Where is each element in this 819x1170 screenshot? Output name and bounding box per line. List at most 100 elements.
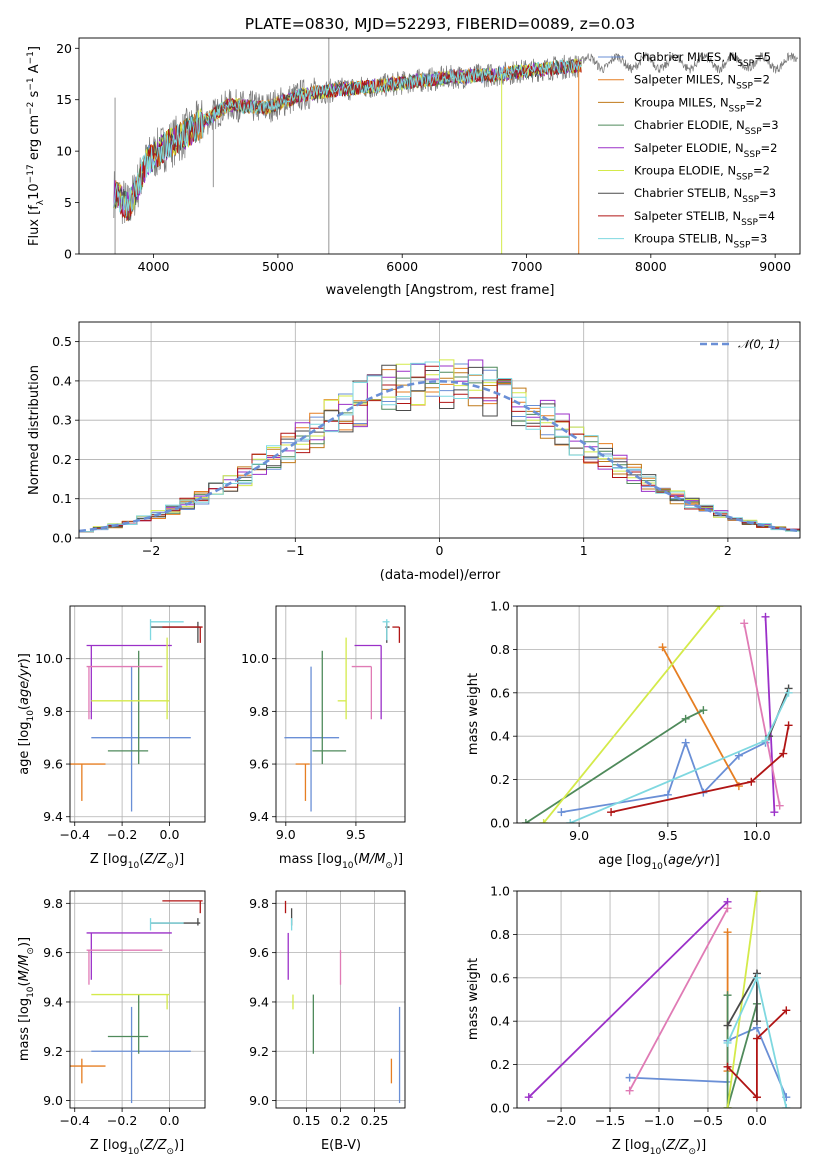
y-tick-label: 9.4 <box>249 809 269 824</box>
legend-entry-label: Chabrier STELIB, NSSP=3 <box>634 186 776 205</box>
x-tick-label: 9.0 <box>569 828 589 843</box>
y-axis-label: mass [log10(M/M⊙)] <box>17 937 36 1061</box>
residual-axes-plot-area <box>79 359 800 533</box>
weight-point-marker <box>607 808 616 817</box>
weight-point-marker <box>723 1062 732 1071</box>
y-tick-label: 0.2 <box>490 1057 510 1072</box>
x-tick-label: 0.15 <box>293 1113 321 1128</box>
weight-point-marker <box>723 904 732 913</box>
weight-point-marker <box>723 1021 732 1030</box>
legend-entry-label: Kroupa ELODIE, NSSP=2 <box>634 164 770 183</box>
weight-point-marker <box>761 612 770 621</box>
x-tick-label: 0.0 <box>160 1113 180 1128</box>
weight-series-line <box>528 901 729 1098</box>
x-tick-label: 9.5 <box>658 828 678 843</box>
weight-point-marker <box>734 751 743 760</box>
x-tick-label: 2 <box>724 543 732 558</box>
x-tick-label: −2.0 <box>546 1113 576 1128</box>
weight-point-marker <box>521 819 530 823</box>
x-tick-label: −1.5 <box>595 1113 625 1128</box>
weight-point-marker <box>557 808 566 817</box>
x-axis-label: mass [log10(M/M⊙)] <box>279 852 403 871</box>
y-tick-label: 1.0 <box>490 599 510 614</box>
weight-point-marker <box>539 819 548 823</box>
x-tick-label: −1.0 <box>644 1113 674 1128</box>
x-tick-label: −0.2 <box>107 827 137 842</box>
legend-entry-label: Chabrier MILES, NSSP=5 <box>634 50 771 69</box>
y-tick-label: 0.6 <box>490 970 510 985</box>
x-tick-label: 0.2 <box>331 1113 351 1128</box>
weight-point-marker <box>761 736 770 745</box>
y-tick-label: 10.0 <box>241 651 269 666</box>
weight-point-marker <box>752 1093 761 1102</box>
weight-point-marker <box>723 1104 732 1108</box>
x-axis-label: wavelength [Angstrom, rest frame] <box>326 283 555 298</box>
weight-point-marker <box>681 738 690 747</box>
weight-series-line <box>569 692 790 823</box>
mass-vs-EBV-axes-frame <box>275 890 406 1109</box>
x-tick-label: 9.5 <box>346 827 366 842</box>
x-axis-label: age [log10(age/yr)] <box>598 853 720 872</box>
weight-point-marker <box>723 991 732 1000</box>
weight-point-marker <box>752 891 761 895</box>
x-tick-label: 0.0 <box>160 827 180 842</box>
y-tick-label: 1.0 <box>490 884 510 899</box>
y-tick-label: 0 <box>64 247 72 262</box>
y-tick-label: 0.1 <box>52 491 72 506</box>
weight-point-marker <box>752 1034 761 1043</box>
y-tick-label: 0.2 <box>52 452 72 467</box>
y-tick-label: 10.0 <box>35 651 63 666</box>
weight-series-line <box>661 646 740 787</box>
x-axis-label: Z [log10(Z/Z⊙)] <box>90 1138 184 1157</box>
y-tick-label: 9.6 <box>43 757 63 772</box>
spectrum-legend: Chabrier MILES, NSSP=5 Salpeter MILES, NS… <box>598 50 779 251</box>
x-tick-label: 0.0 <box>747 1113 767 1128</box>
y-axis-label: Flux [fλ10−17 erg cm−2 s−1 A−1] <box>26 46 46 246</box>
residual-axes: −2 −1 0 1 2 0.0 0.1 0.2 0.3 0.4 0.5 <box>52 321 801 558</box>
y-tick-label: 9.4 <box>43 994 63 1009</box>
weight-series-line <box>726 995 758 1108</box>
weight-point-marker <box>566 819 575 823</box>
x-tick-label: −0.5 <box>693 1113 723 1128</box>
y-tick-label: 20 <box>56 41 72 56</box>
x-tick-label: 7000 <box>511 259 543 274</box>
x-axis-label: (data-model)/error <box>380 568 501 583</box>
spectrum-axes-plot-area <box>113 38 798 254</box>
weight-point-marker <box>770 808 779 817</box>
x-axis-label: Z [log10(Z/Z⊙)] <box>90 852 184 871</box>
weight-vs-Z-axes-frame <box>516 890 802 1109</box>
y-tick-label: 0.3 <box>52 413 72 428</box>
weight-point-marker <box>784 721 793 730</box>
weight-series-line <box>743 623 781 806</box>
weight-point-marker <box>625 1086 634 1095</box>
gaussian-reference-line <box>79 379 800 533</box>
weight-point-marker <box>782 1104 791 1108</box>
x-tick-label: 4000 <box>138 259 170 274</box>
weight-point-marker <box>658 643 667 652</box>
gaussian-legend-label: 𝒩(0, 1) <box>738 337 780 351</box>
x-tick-label: 8000 <box>635 259 667 274</box>
y-tick-label: 0.4 <box>52 373 72 388</box>
y-axis-label: mass weight <box>466 958 481 1040</box>
age-vs-Z-axes-plot-area <box>70 619 203 812</box>
spectrum-axes: 4000 5000 6000 7000 8000 9000 0 5 10 15 20 <box>56 37 801 274</box>
y-tick-label: 0.2 <box>490 772 510 787</box>
y-tick-label: 9.2 <box>249 1044 269 1059</box>
y-tick-label: 9.4 <box>249 994 269 1009</box>
age-vs-Z-axes-frame <box>69 605 206 823</box>
y-tick-label: 0.0 <box>490 1101 510 1116</box>
weight-point-marker <box>747 777 756 786</box>
y-tick-label: 10 <box>56 144 72 159</box>
mass-vs-Z-axes-frame <box>69 890 206 1109</box>
weight-point-marker <box>524 1093 533 1102</box>
age-vs-mass-axes-frame <box>275 605 406 823</box>
weight-series-line <box>561 739 766 813</box>
x-tick-label: −0.4 <box>60 827 90 842</box>
y-tick-label: 0.8 <box>490 642 510 657</box>
x-tick-label: 0.25 <box>361 1113 389 1128</box>
y-tick-label: 9.8 <box>43 704 63 719</box>
mass-vs-EBV-axes-plot-area <box>284 900 401 1104</box>
x-axis-label: Z [log10(Z/Z⊙)] <box>612 1138 706 1157</box>
y-tick-label: 9.6 <box>43 945 63 960</box>
